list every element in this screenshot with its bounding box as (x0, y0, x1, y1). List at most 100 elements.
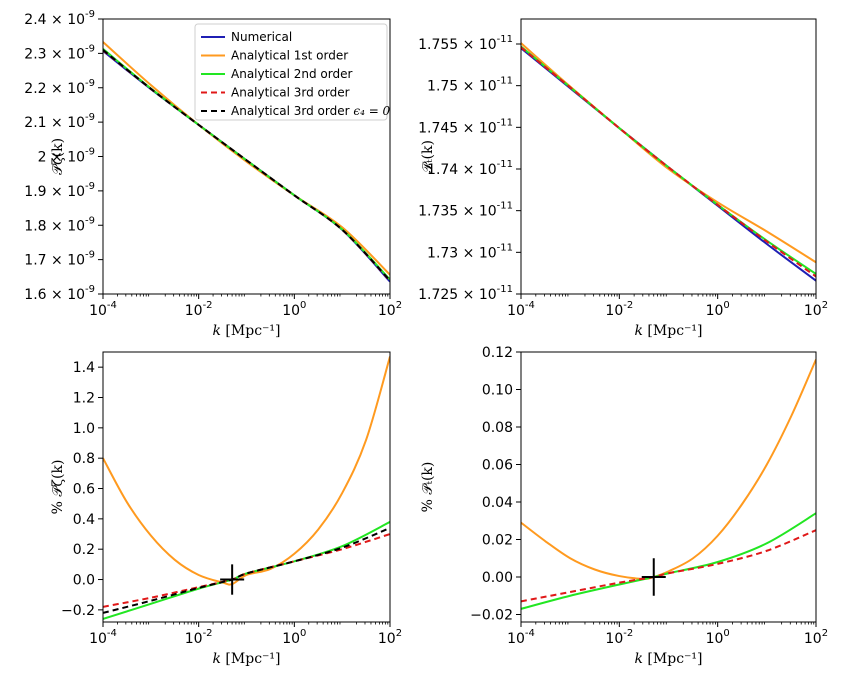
x-tick-label: 100 (282, 300, 306, 319)
x-tick-label: 10-4 (89, 628, 117, 647)
y-tick-label: 1.2 (73, 391, 95, 407)
y-tick-mantissa: 1.9 × 10 (24, 184, 85, 200)
y-tick-value: −0.02 (470, 608, 513, 624)
series-line-first (103, 356, 390, 586)
y-tick-label: 1.7 × 10-9 (24, 250, 95, 269)
y-tick-exponent: -9 (85, 9, 95, 20)
legend: Numerical Analytical 1st order Analytical … (194, 23, 391, 121)
series-group (103, 41, 390, 283)
x-tick-base: 10 (804, 303, 822, 319)
y-tick-value: 0.12 (482, 345, 513, 361)
x-tick-label: 102 (804, 628, 828, 647)
x-tick-base: 10 (507, 303, 525, 319)
x-axis-unit: [Mpc⁻¹] (643, 323, 703, 339)
y-tick-label: 1.0 (73, 421, 95, 437)
y-tick-value: 0.02 (482, 533, 513, 549)
y-tick-label: 0.2 (73, 542, 95, 558)
y-tick-exponent: -9 (85, 78, 95, 89)
y-tick-exponent: -11 (497, 34, 513, 45)
y-tick-label: 0.0 (73, 573, 95, 589)
y-tick-value: 0.2 (73, 542, 95, 558)
y-tick-label: 0.6 (73, 482, 95, 498)
legend-label-third: Analytical 3rd order (231, 86, 350, 100)
x-tick-base: 10 (89, 303, 107, 319)
x-tick-label: 100 (706, 628, 730, 647)
y-tick-exponent: -9 (85, 284, 95, 295)
x-axis-unit: [Mpc⁻¹] (221, 651, 281, 667)
y-tick-mantissa: 1.74 × 10 (427, 162, 497, 178)
y-tick-mantissa: 2.1 × 10 (24, 115, 85, 131)
y-tick-exponent: -11 (497, 76, 513, 87)
y-tick-exponent: -11 (497, 242, 513, 253)
y-tick-mantissa: 2.3 × 10 (24, 46, 85, 62)
y-tick-label: 2.1 × 10-9 (24, 112, 95, 131)
y-tick-exponent: -9 (85, 43, 95, 54)
x-tick-exponent: -4 (525, 628, 535, 639)
x-tick-base: 10 (706, 631, 724, 647)
x-tick-exponent: 0 (300, 628, 306, 639)
y-axis-text: 𝒫ₜ(k) (420, 140, 436, 173)
x-tick-exponent: -2 (203, 300, 213, 311)
series-group (521, 42, 816, 282)
x-tick-label: 10-4 (507, 628, 535, 647)
legend-label-text: Analytical 3rd order (231, 104, 350, 118)
x-tick-label: 102 (804, 300, 828, 319)
y-tick-value: 0.00 (482, 570, 513, 586)
y-tick-label: −0.2 (61, 603, 95, 619)
y-tick-mantissa: 1.8 × 10 (24, 218, 85, 234)
y-tick-label: 0.00 (482, 570, 513, 586)
y-tick-label: 0.04 (482, 495, 513, 511)
y-tick-value: 0.04 (482, 495, 513, 511)
y-tick-value: 0.4 (73, 512, 95, 528)
x-tick-base: 10 (282, 631, 300, 647)
y-tick-exponent: -9 (85, 250, 95, 261)
y-tick-exponent: -11 (497, 159, 513, 170)
y-tick-mantissa: 2.4 × 10 (24, 12, 85, 28)
y-tick-value: 0.06 (482, 458, 513, 474)
x-axis-symbol: k (213, 323, 221, 339)
y-tick-value: −0.2 (61, 603, 95, 619)
x-tick-label: 10-2 (185, 628, 213, 647)
y-axis-text: % 𝒫ζ(k) (50, 460, 66, 515)
x-axis-label: k [Mpc⁻¹] (213, 651, 281, 667)
legend-label-text: Analytical 2nd order (231, 67, 352, 81)
x-tick-exponent: 2 (396, 628, 402, 639)
y-tick-mantissa: 2.2 × 10 (24, 81, 85, 97)
y-tick-label: 1.73 × 10-11 (427, 242, 513, 261)
x-tick-base: 10 (378, 303, 396, 319)
series-group (521, 359, 816, 610)
series-line-first (103, 41, 390, 276)
y-tick-label: 2.2 × 10-9 (24, 78, 95, 97)
y-tick-label: 0.02 (482, 533, 513, 549)
x-tick-exponent: -4 (107, 300, 117, 311)
y-axis-label: 𝒫ζ(k) (50, 138, 66, 175)
x-axis-label: k [Mpc⁻¹] (635, 323, 703, 339)
y-tick-label: 0.06 (482, 458, 513, 474)
legend-box (194, 23, 388, 121)
y-axis-label: % 𝒫ₜ(k) (420, 462, 436, 513)
y-tick-mantissa: 2 × 10 (38, 150, 85, 166)
x-tick-base: 10 (605, 631, 623, 647)
y-tick-label: 1.755 × 10-11 (418, 34, 513, 53)
y-tick-label: 1.745 × 10-11 (418, 117, 513, 136)
y-tick-label: 1.9 × 10-9 (24, 181, 95, 200)
series-line-first (521, 42, 816, 264)
y-tick-label: 0.8 (73, 451, 95, 467)
y-tick-exponent: -11 (497, 201, 513, 212)
y-tick-mantissa: 1.73 × 10 (427, 245, 497, 261)
x-tick-base: 10 (282, 303, 300, 319)
legend-label-text: Numerical (231, 30, 292, 44)
x-tick-exponent: 2 (396, 300, 402, 311)
x-axis-unit: [Mpc⁻¹] (643, 651, 703, 667)
x-axis-symbol: k (635, 651, 643, 667)
y-axis-text: % 𝒫ₜ(k) (420, 462, 436, 513)
legend-label-second: Analytical 2nd order (231, 67, 352, 81)
x-axis-symbol: k (635, 323, 643, 339)
x-tick-exponent: -4 (525, 300, 535, 311)
x-tick-exponent: -2 (623, 628, 633, 639)
y-tick-label: 1.74 × 10-11 (427, 159, 513, 178)
y-tick-label: 1.725 × 10-11 (418, 284, 513, 303)
y-tick-label: 1.6 × 10-9 (24, 284, 95, 303)
